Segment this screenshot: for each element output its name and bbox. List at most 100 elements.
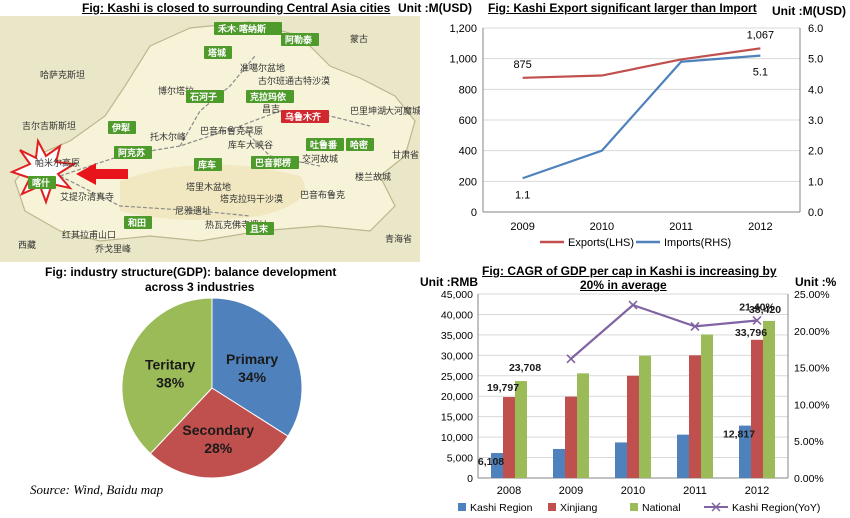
map-label: 甘肃省 (392, 149, 419, 160)
bar-xinjiang (689, 355, 701, 478)
data-label: 1,067 (747, 29, 775, 41)
map-label-text: 巴音布鲁克草原 (200, 125, 263, 136)
map-label: 巴音布鲁克 (300, 189, 345, 200)
data-label: 12,817 (723, 429, 755, 441)
right-tick-label: 2.0 (808, 146, 823, 158)
line-chart-title: Fig: Kashi Export significant larger tha… (488, 1, 757, 15)
left-tick-label: 40,000 (441, 309, 473, 321)
map-label: 蒙古 (350, 33, 368, 44)
right-tick-label: 0.00% (794, 473, 824, 485)
left-tick-label: 400 (459, 146, 477, 158)
map-label: 和田 (124, 216, 152, 229)
source-note: Source: Wind, Baidu map (30, 482, 164, 497)
map-label: 热瓦克佛寺遗址 (205, 219, 268, 230)
map-label-text: 大河魔城 (385, 105, 420, 116)
right-tick-label: 5.00% (794, 436, 824, 448)
map-label: 阿克苏 (114, 146, 152, 159)
legend-swatch (548, 503, 556, 511)
yoy-point-marker (628, 300, 638, 310)
map-label-text: 克拉玛依 (250, 91, 287, 102)
pie-slice-primary (211, 297, 303, 437)
map-label: 巴音布鲁克草原 (200, 125, 263, 136)
map-label-text: 巴音郭楞 (255, 157, 291, 168)
yoy-point-marker (566, 354, 576, 364)
map-label-text: 蒙古 (350, 33, 368, 44)
pie-slice-percent: 38% (156, 374, 185, 390)
left-tick-label: 600 (459, 115, 477, 127)
map-label-text: 帕米尔高原 (35, 157, 80, 168)
line-left-unit: Unit :M(USD) (398, 1, 472, 15)
map-label: 大河魔城 (385, 105, 420, 116)
x-tick-label: 2010 (621, 485, 645, 497)
pie-slice-percent: 28% (204, 440, 233, 456)
map-label: 帕米尔高原 (35, 157, 80, 168)
bar-xinjiang (751, 339, 763, 478)
export-import-line-chart: 0 200 400 600 800 1,000 1,200 0.0 1.0 2.0 3.0 4.0 5.… (449, 23, 823, 249)
map-label: 塔城 (204, 46, 232, 59)
map-label-text: 和田 (127, 217, 146, 228)
kashi-highlight-starburst (9, 137, 77, 205)
x-tick-label: 2009 (559, 485, 583, 497)
right-tick-label: 5.0 (808, 54, 823, 66)
map-label-text: 红其拉甫山口 (62, 229, 116, 240)
map-label: 艾提尕清真寺 (60, 191, 114, 202)
map-label-text: 吐鲁番 (310, 139, 338, 150)
left-tick-label: 20,000 (441, 391, 473, 403)
x-tick-label: 2010 (590, 221, 614, 233)
x-tick-label: 2011 (683, 485, 707, 497)
data-label: 5.1 (753, 67, 768, 79)
series-line-imports (522, 54, 761, 180)
legend-label: Imports(RHS) (664, 237, 731, 249)
data-label: 875 (513, 59, 531, 71)
map-label: 博尔塔拉 (158, 85, 194, 96)
series-line-kashi-yoy (570, 303, 758, 360)
x-tick-label: 2012 (745, 485, 769, 497)
left-tick-label: 0 (471, 207, 477, 219)
pie-slice-secondary (149, 387, 289, 479)
map-label-text: 伊犁 (111, 122, 130, 133)
bar-national (639, 355, 651, 478)
map-label: 古尔班通古特沙漠 (258, 75, 330, 86)
map-label: 库车大峡谷 (228, 139, 273, 150)
legend-label: Xinjiang (560, 502, 598, 514)
bar-national (763, 320, 775, 478)
line-right-unit: Unit :M(USD) (772, 4, 846, 18)
map-label-text: 阿克苏 (118, 147, 145, 158)
map-label-text: 库车大峡谷 (228, 139, 273, 150)
legend-swatch (630, 503, 638, 511)
legend-swatch (458, 503, 466, 511)
map-label: 库车 (194, 158, 222, 171)
map-label-text: 石河子 (189, 91, 217, 102)
map-label-text: 博尔塔拉 (158, 85, 194, 96)
x-tick-label: 2009 (510, 221, 534, 233)
legend-label: Kashi Region(YoY) (732, 502, 820, 514)
bar-kashi-region (677, 434, 689, 478)
x-tick-label: 2011 (669, 221, 693, 233)
bar-xinjiang (503, 397, 515, 478)
map-label-text: 巴里坤湖 (350, 105, 386, 116)
bar-left-unit: Unit :RMB (420, 275, 478, 289)
bar-kashi-region (739, 425, 751, 478)
data-label: 33,796 (735, 327, 767, 339)
map-label-text: 库车 (198, 159, 216, 170)
yoy-point-marker (752, 315, 762, 326)
left-tick-label: 5,000 (447, 453, 473, 465)
left-tick-label: 200 (459, 176, 477, 188)
legend-label: Exports(LHS) (568, 237, 634, 249)
map-label: 阿勒泰 (281, 33, 319, 46)
right-tick-label: 0.0 (808, 207, 823, 219)
data-label: 6,108 (478, 456, 504, 468)
map-label-text: 且末 (250, 223, 269, 234)
map-label-text: 古尔班通古特沙漠 (258, 75, 330, 86)
bar-kashi-region (491, 453, 503, 478)
legend-label: National (642, 502, 681, 514)
map-label-text: 托木尔峰 (150, 131, 186, 142)
map-label-text: 尼雅遗址 (175, 205, 211, 216)
left-tick-label: 25,000 (441, 371, 473, 383)
xinjiang-region-shape (14, 21, 416, 242)
map-label-text: 阿勒泰 (285, 34, 313, 45)
map-label: 青海省 (385, 233, 412, 244)
map-label: 西藏 (18, 239, 36, 250)
map-label: 哈萨克斯坦 (40, 69, 85, 80)
